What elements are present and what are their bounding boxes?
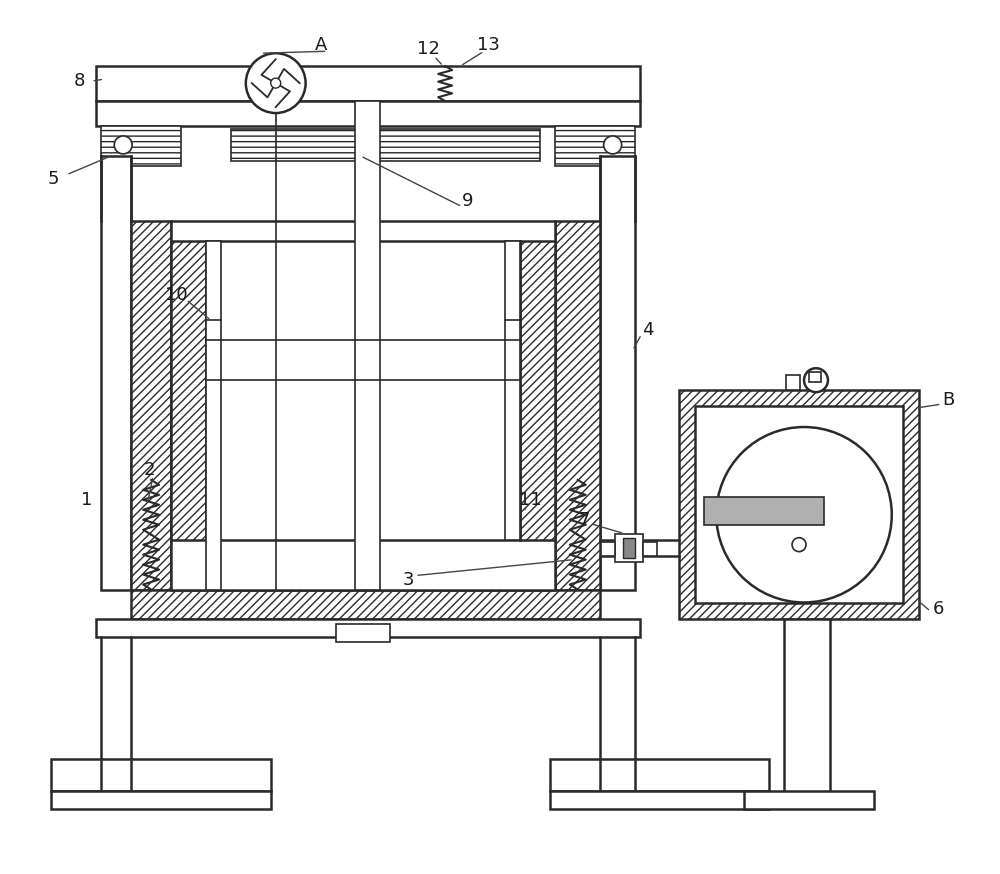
- Bar: [231, 129, 540, 161]
- Text: 12: 12: [417, 40, 440, 59]
- Bar: [206, 240, 520, 539]
- Bar: [206, 240, 221, 590]
- Bar: [355, 101, 380, 590]
- Bar: [51, 791, 271, 808]
- Text: 7: 7: [579, 510, 590, 529]
- Text: 6: 6: [933, 600, 944, 619]
- Text: 3: 3: [403, 571, 414, 588]
- Text: 2: 2: [143, 461, 155, 479]
- Bar: [600, 156, 635, 590]
- Bar: [695, 406, 903, 603]
- Text: 13: 13: [477, 36, 499, 54]
- Bar: [555, 221, 600, 590]
- Bar: [96, 66, 640, 101]
- Bar: [555, 126, 635, 166]
- Bar: [704, 496, 824, 524]
- Bar: [131, 590, 600, 620]
- Bar: [101, 126, 181, 166]
- Bar: [744, 791, 874, 808]
- Text: 8: 8: [74, 73, 85, 90]
- Circle shape: [246, 53, 306, 113]
- Bar: [171, 240, 206, 539]
- Circle shape: [716, 427, 892, 602]
- Bar: [131, 221, 171, 590]
- Bar: [786, 375, 800, 390]
- Bar: [520, 240, 555, 539]
- Circle shape: [114, 136, 132, 154]
- Bar: [96, 101, 640, 126]
- Bar: [809, 372, 821, 382]
- Bar: [96, 620, 640, 637]
- Bar: [101, 156, 131, 590]
- Bar: [51, 759, 271, 791]
- Circle shape: [271, 78, 281, 88]
- Text: 1: 1: [81, 491, 92, 509]
- Bar: [784, 620, 830, 794]
- Text: 10: 10: [165, 287, 187, 304]
- Bar: [623, 538, 635, 558]
- Bar: [601, 542, 615, 556]
- Bar: [505, 240, 520, 539]
- Text: 4: 4: [642, 322, 653, 339]
- Circle shape: [604, 136, 622, 154]
- Circle shape: [804, 368, 828, 392]
- Circle shape: [792, 538, 806, 551]
- Bar: [615, 534, 643, 562]
- Text: 9: 9: [462, 191, 474, 210]
- Text: B: B: [942, 392, 955, 409]
- Bar: [550, 759, 769, 791]
- Text: A: A: [314, 36, 327, 54]
- Text: 11: 11: [519, 491, 541, 509]
- Bar: [679, 390, 919, 620]
- Bar: [336, 624, 390, 642]
- Bar: [643, 542, 657, 556]
- Bar: [550, 791, 769, 808]
- Text: 5: 5: [48, 170, 59, 188]
- Bar: [171, 221, 555, 590]
